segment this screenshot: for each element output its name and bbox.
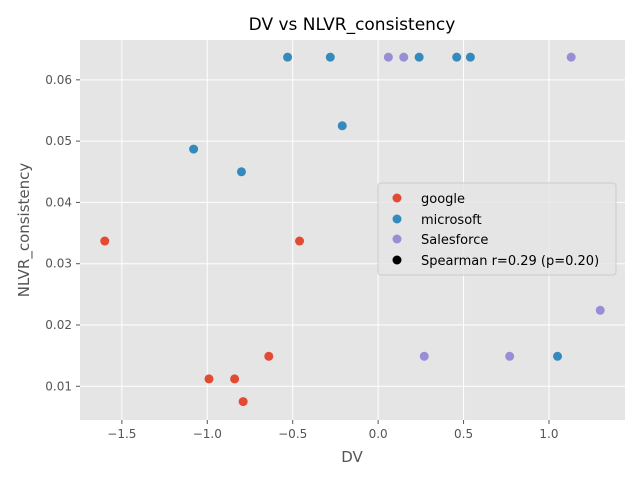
- point-microsoft: [337, 121, 347, 131]
- legend-marker-spearman: [392, 255, 402, 265]
- point-microsoft: [452, 52, 462, 62]
- x-tick-label: −1.5: [107, 427, 136, 441]
- legend-label-google: google: [421, 192, 465, 207]
- legend-label-spearman: Spearman r=0.29 (p=0.20): [421, 254, 599, 269]
- point-salesforce: [399, 52, 409, 62]
- chart-title: DV vs NLVR_consistency: [249, 15, 456, 35]
- point-google: [100, 236, 110, 246]
- legend-label-microsoft: microsoft: [421, 213, 482, 228]
- y-tick-label: 0.05: [45, 134, 72, 148]
- data-points: [100, 52, 605, 407]
- point-salesforce: [595, 305, 605, 315]
- x-axis-label: DV: [341, 448, 363, 466]
- grid: [80, 40, 625, 420]
- point-google: [230, 374, 240, 384]
- y-tick-label: 0.01: [45, 379, 72, 393]
- point-google: [264, 351, 274, 361]
- point-salesforce: [419, 351, 429, 361]
- x-tick-label: −1.0: [193, 427, 222, 441]
- point-microsoft: [325, 52, 335, 62]
- point-salesforce: [566, 52, 576, 62]
- y-tick-label: 0.03: [45, 257, 72, 271]
- point-salesforce: [383, 52, 393, 62]
- point-microsoft: [465, 52, 475, 62]
- y-tick-label: 0.06: [45, 73, 72, 87]
- legend-marker-microsoft: [392, 214, 402, 224]
- point-microsoft: [236, 167, 246, 177]
- point-microsoft: [189, 144, 199, 154]
- x-tick-label: 0.0: [369, 427, 388, 441]
- y-axis-label: NLVR_consistency: [15, 163, 34, 298]
- y-axis-ticks: 0.01 0.02 0.03 0.04 0.05 0.06: [45, 73, 80, 393]
- point-google: [238, 397, 248, 407]
- point-microsoft: [414, 52, 424, 62]
- point-salesforce: [505, 351, 515, 361]
- legend-marker-salesforce: [392, 234, 402, 244]
- point-google: [295, 236, 305, 246]
- point-microsoft: [553, 351, 563, 361]
- point-google: [204, 374, 214, 384]
- x-axis-ticks: −1.5 −1.0 −0.5 0.0 0.5 1.0: [107, 420, 559, 441]
- legend: google microsoft Salesforce Spearman r=0…: [377, 182, 617, 276]
- legend-box: [377, 182, 617, 276]
- y-tick-label: 0.02: [45, 318, 72, 332]
- x-tick-label: 1.0: [539, 427, 558, 441]
- legend-marker-google: [392, 193, 402, 203]
- point-microsoft: [283, 52, 293, 62]
- x-tick-label: 0.5: [454, 427, 473, 441]
- legend-label-salesforce: Salesforce: [421, 233, 488, 248]
- x-tick-label: −0.5: [278, 427, 307, 441]
- y-tick-label: 0.04: [45, 195, 72, 209]
